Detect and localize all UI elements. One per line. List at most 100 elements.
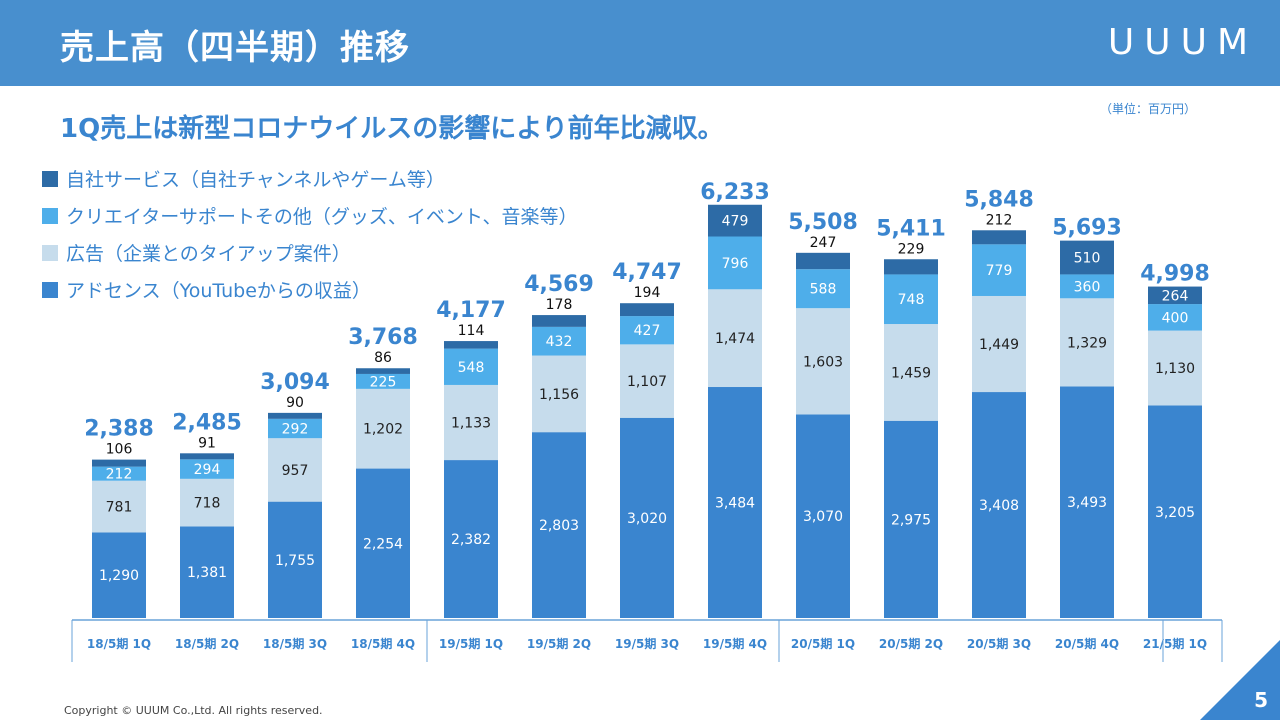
- data-label: 3,020: [627, 511, 667, 527]
- data-label: 2,803: [539, 518, 579, 534]
- x-tick-label: 19/5期 2Q: [527, 636, 591, 651]
- bar-segment: [1060, 386, 1114, 618]
- bar-segment: [1060, 298, 1114, 387]
- total-label: 2,388: [84, 417, 154, 442]
- data-label: 479: [722, 214, 749, 230]
- data-label: 360: [1074, 279, 1101, 295]
- data-label: 427: [634, 323, 661, 339]
- bar-segment: [1148, 405, 1202, 618]
- bar-segment: [92, 459, 146, 467]
- x-tick-label: 19/5期 4Q: [703, 636, 767, 651]
- data-label: 1,202: [363, 422, 403, 438]
- total-label: 5,411: [876, 216, 946, 241]
- data-label: 106: [106, 442, 133, 458]
- data-label: 1,603: [803, 354, 843, 370]
- bar-segment: [972, 295, 1026, 393]
- legend-swatch: [42, 170, 58, 187]
- legend-label: アドセンス（YouTubeからの収益）: [66, 280, 371, 302]
- bar-segment: [444, 460, 498, 618]
- x-tick-label: 20/5期 1Q: [791, 636, 855, 651]
- data-label: 1,329: [1067, 335, 1107, 351]
- x-tick-label: 18/5期 1Q: [87, 636, 151, 651]
- total-label: 4,569: [524, 272, 594, 297]
- total-label: 2,485: [172, 410, 242, 435]
- bar-segment: [268, 501, 322, 618]
- total-label: 4,177: [436, 298, 506, 323]
- bar-segment: [884, 420, 938, 618]
- data-label: 1,381: [187, 565, 227, 581]
- data-label: 247: [810, 235, 837, 251]
- total-label: 6,233: [700, 180, 770, 205]
- bar-segment: [972, 244, 1026, 296]
- total-label: 5,693: [1052, 216, 1122, 241]
- subtitle: 1Q売上は新型コロナウイルスの影響により前年比減収。: [60, 114, 724, 144]
- bar-segment: [356, 468, 410, 618]
- data-label: 1,130: [1155, 361, 1195, 377]
- data-label: 225: [370, 374, 397, 390]
- legend-item: 自社サービス（自社チャンネルやゲーム等）: [42, 160, 577, 197]
- x-tick-label: 20/5期 4Q: [1055, 636, 1119, 651]
- legend-label: 広告（企業とのタイアップ案件）: [66, 243, 351, 265]
- data-label: 3,493: [1067, 495, 1107, 511]
- data-label: 294: [194, 462, 221, 478]
- total-label: 3,094: [260, 370, 330, 395]
- bar-segment: [620, 303, 674, 317]
- bar-segment: [532, 326, 586, 356]
- bar-segment: [180, 453, 234, 460]
- header-bar: 売上高（四半期）推移 UUUM: [0, 0, 1280, 86]
- bar-segment: [356, 388, 410, 469]
- unit-label: （単位：百万円）: [1099, 102, 1196, 116]
- legend-item: クリエイターサポートその他（グッズ、イベント、音楽等）: [42, 197, 577, 234]
- data-label: 114: [458, 323, 485, 339]
- bar-segment: [708, 236, 762, 290]
- bar-segment: [532, 315, 586, 327]
- bar-segment: [444, 348, 498, 385]
- total-label: 5,848: [964, 187, 1034, 212]
- bar-segment: [532, 355, 586, 433]
- bar-segment: [92, 480, 146, 533]
- bar-segment: [92, 466, 146, 481]
- bar-segment: [796, 269, 850, 309]
- page-corner: [1200, 640, 1280, 720]
- bar-segment: [884, 259, 938, 275]
- data-label: 194: [634, 285, 661, 301]
- bar-segment: [708, 204, 762, 237]
- bar-segment: [796, 252, 850, 270]
- data-label: 264: [1162, 288, 1189, 304]
- total-label: 4,998: [1140, 262, 1210, 287]
- bar-segment: [268, 418, 322, 439]
- data-label: 3,205: [1155, 505, 1195, 521]
- data-label: 3,484: [715, 496, 755, 512]
- data-label: 548: [458, 360, 485, 376]
- bar-segment: [972, 230, 1026, 245]
- brand-logo: UUUM: [1107, 22, 1258, 63]
- data-label: 510: [1074, 251, 1101, 267]
- bar-segment: [180, 526, 234, 618]
- bar-segment: [708, 387, 762, 618]
- data-label: 432: [546, 334, 573, 350]
- data-label: 781: [106, 500, 133, 516]
- copyright: Copyright © UUUM Co.,Ltd. All rights res…: [64, 704, 323, 717]
- legend-label: 自社サービス（自社チャンネルやゲーム等）: [66, 169, 445, 191]
- legend-swatch: [42, 244, 58, 261]
- legend-item: アドセンス（YouTubeからの収益）: [42, 271, 577, 308]
- x-tick-label: 19/5期 3Q: [615, 636, 679, 651]
- data-label: 212: [106, 467, 133, 483]
- data-label: 2,382: [451, 532, 491, 548]
- data-label: 2,975: [891, 512, 931, 528]
- data-label: 400: [1162, 310, 1189, 326]
- data-label: 748: [898, 292, 925, 308]
- total-label: 4,747: [612, 260, 682, 285]
- bar-segment: [356, 368, 410, 374]
- data-label: 3,070: [803, 509, 843, 525]
- data-label: 1,755: [275, 553, 315, 569]
- data-label: 3,408: [979, 498, 1019, 514]
- data-label: 1,156: [539, 387, 579, 403]
- bar-segment: [708, 289, 762, 388]
- data-label: 91: [198, 435, 216, 451]
- bar-segment: [444, 384, 498, 461]
- data-label: 1,133: [451, 416, 491, 432]
- legend-swatch: [42, 281, 58, 298]
- data-label: 779: [986, 263, 1013, 279]
